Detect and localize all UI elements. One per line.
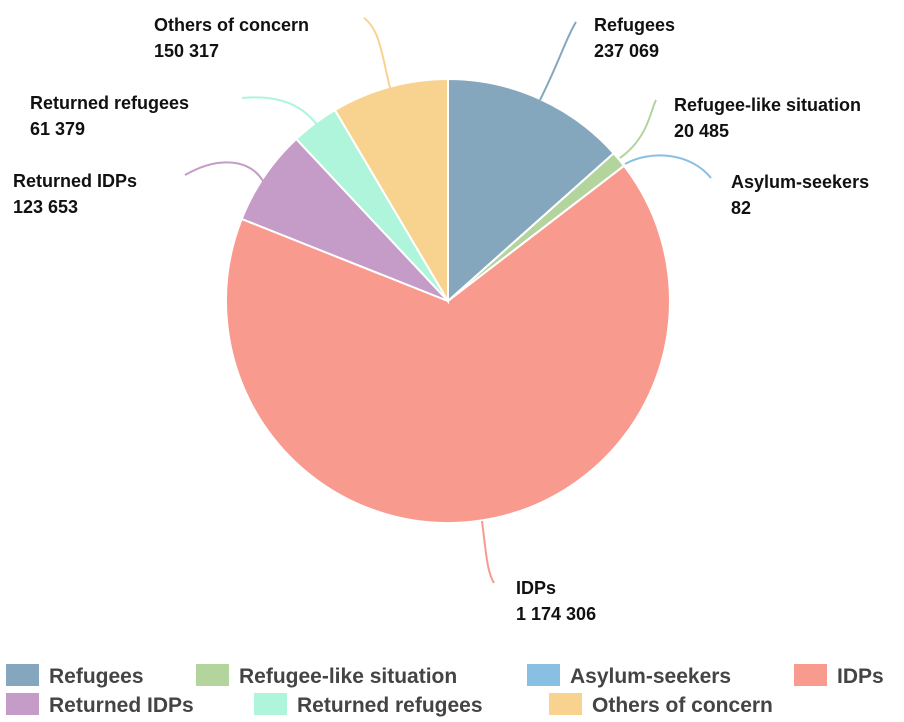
legend-swatch: [6, 693, 39, 715]
legend-swatch: [6, 664, 39, 686]
legend-swatch: [196, 664, 229, 686]
slice-label-value: 237 069: [594, 41, 659, 61]
slice-label-value: 61 379: [30, 119, 85, 139]
leader-lines: [184, 17, 712, 584]
legend-swatch: [254, 693, 287, 715]
slice-label-value: 20 485: [674, 121, 729, 141]
slice-label-name: Asylum-seekers: [731, 172, 869, 192]
legend-swatch: [527, 664, 560, 686]
slice-label-name: IDPs: [516, 578, 556, 598]
legend-label: Returned IDPs: [49, 694, 194, 717]
legend-item[interactable]: Refugees: [6, 664, 144, 688]
pie-slices: [225, 77, 671, 524]
legend-swatch: [549, 693, 582, 715]
leader-line: [619, 99, 657, 159]
legend-item[interactable]: Refugee-like situation: [196, 664, 457, 688]
legend-label: Returned refugees: [297, 694, 483, 717]
slice-label-name: Returned refugees: [30, 93, 189, 113]
legend-item[interactable]: Asylum-seekers: [527, 664, 731, 688]
legend-label: Refugees: [49, 665, 144, 688]
slice-label-value: 123 653: [13, 197, 78, 217]
legend-item[interactable]: Returned refugees: [254, 693, 483, 717]
pie-slice-refugees: [447, 77, 616, 304]
legend-item[interactable]: Returned IDPs: [6, 693, 194, 717]
leader-line: [539, 21, 577, 101]
slice-label-value: 1 174 306: [516, 604, 596, 624]
slice-label-name: Refugee-like situation: [674, 95, 861, 115]
slice-label-value: 82: [731, 198, 751, 218]
leader-line: [184, 161, 264, 182]
leader-line: [363, 17, 391, 89]
pie-slice-idps: [225, 164, 671, 524]
legend-label: Asylum-seekers: [570, 665, 731, 688]
slice-label-name: Returned IDPs: [13, 171, 137, 191]
legend-item[interactable]: IDPs: [794, 664, 884, 688]
slice-label-name: Refugees: [594, 15, 675, 35]
slice-labels: Refugees 237 069 Refugee-like situation 20 …: [13, 15, 869, 624]
legend-label: Others of concern: [592, 694, 773, 717]
legend-label: IDPs: [837, 665, 884, 688]
leader-line: [624, 154, 712, 179]
leader-line: [481, 520, 495, 584]
legend-item[interactable]: Others of concern: [549, 693, 773, 717]
legend-swatch: [794, 664, 827, 686]
legend-label: Refugee-like situation: [239, 665, 457, 688]
slice-label-value: 150 317: [154, 41, 219, 61]
slice-label-name: Others of concern: [154, 15, 309, 35]
legend: Refugees Refugee-like situation Asylum-see…: [6, 664, 884, 717]
leader-line: [241, 96, 319, 127]
